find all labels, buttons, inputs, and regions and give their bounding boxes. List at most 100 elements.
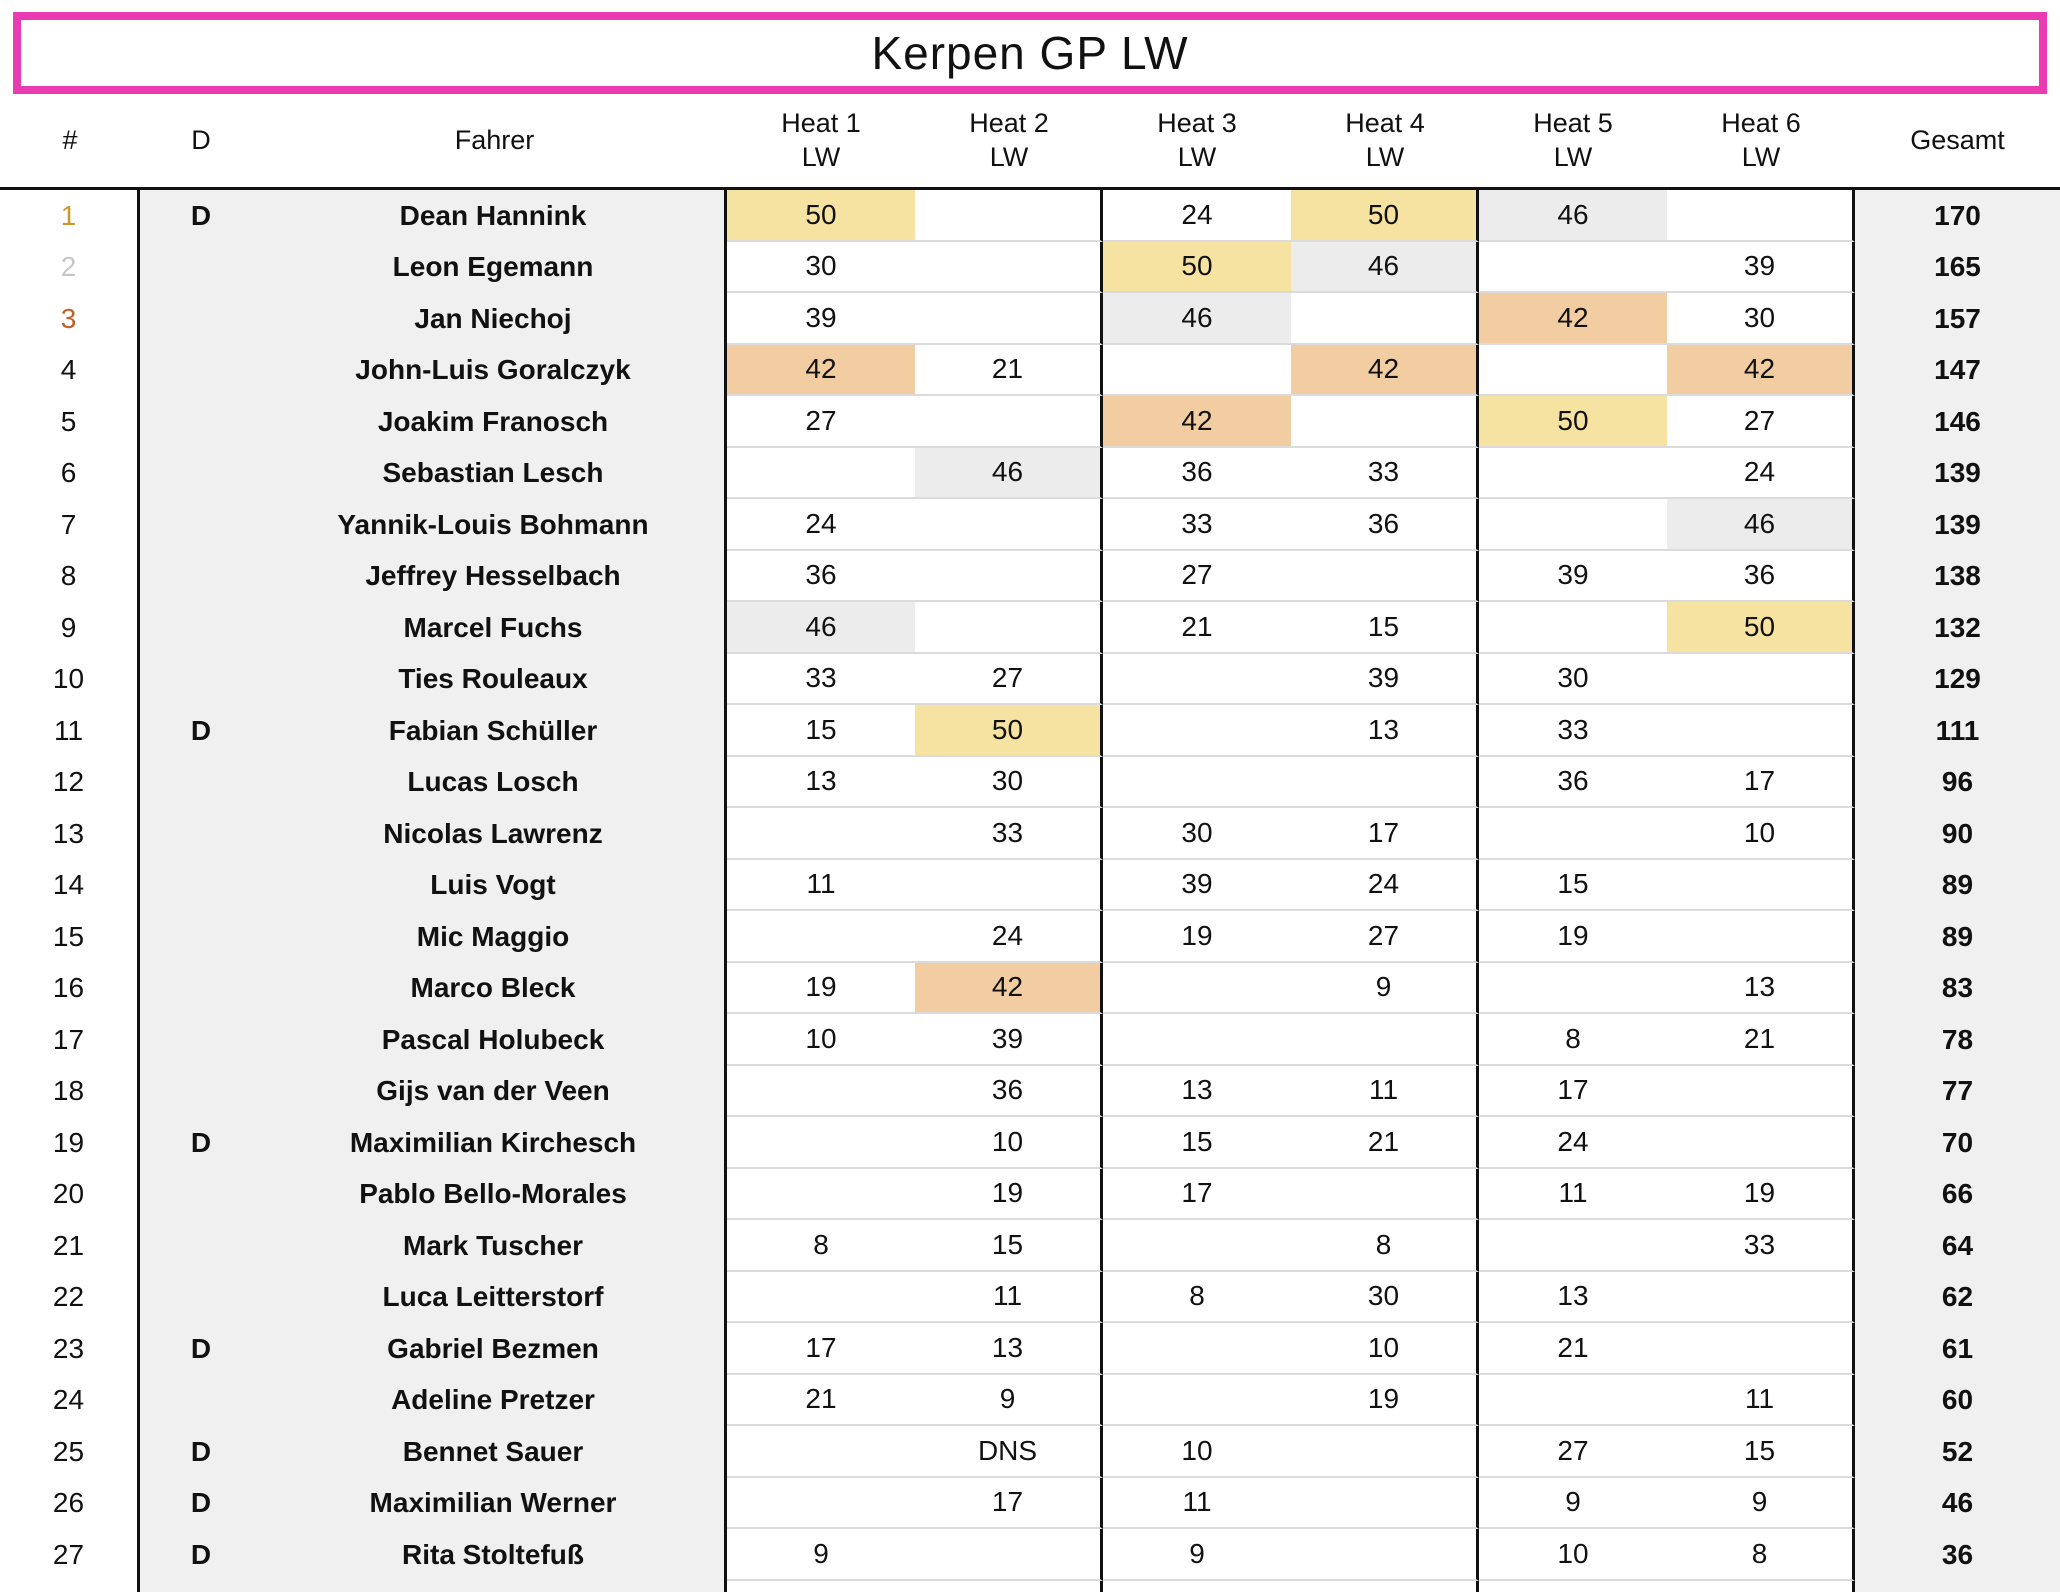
heat-6-cell [1667, 859, 1855, 911]
total-cell: 36 [1855, 1529, 2060, 1581]
heat-6-cell: 19 [1667, 1168, 1855, 1220]
heat-6-cell: 8 [1667, 1529, 1855, 1581]
heat-6-label: Heat 6 [1721, 107, 1801, 138]
heat-5-cell [1479, 602, 1667, 654]
heat-2-cell [915, 859, 1103, 911]
heat-4-cell: 39 [1291, 653, 1479, 705]
heat-6-cell: 46 [1667, 499, 1855, 551]
d-cell [140, 1374, 262, 1426]
driver-cell: Ties Rouleaux [262, 653, 727, 705]
table-row: 18 Gijs van der Veen 36 13 11 17 77 [0, 1065, 2060, 1117]
heat-1-cell: 15 [727, 705, 915, 757]
d-cell [140, 1271, 262, 1323]
heat-1-cell: 11 [727, 859, 915, 911]
heat-2-cell [915, 293, 1103, 345]
total-cell: 78 [1855, 1014, 2060, 1066]
heat-3-cell [1103, 344, 1291, 396]
d-cell [140, 859, 262, 911]
rank-cell: 19 [0, 1117, 140, 1169]
heat-5-cell [1479, 447, 1667, 499]
col-header-heat-2: Heat 2 LW [915, 94, 1103, 190]
col-header-heat-6: Heat 6 LW [1667, 94, 1855, 190]
driver-cell: Joakim Franosch [262, 396, 727, 448]
heat-2-cell: 42 [915, 962, 1103, 1014]
heat-1-cell: 33 [727, 653, 915, 705]
d-cell [140, 911, 262, 963]
driver-cell: Jan Niechoj [262, 293, 727, 345]
d-cell: D [140, 705, 262, 757]
heat-4-cell: 33 [1291, 447, 1479, 499]
d-cell: D [140, 1477, 262, 1529]
driver-cell: Dean Hannink [262, 190, 727, 242]
heat-2-cell: 17 [915, 1477, 1103, 1529]
heat-3-cell: 8 [1103, 1271, 1291, 1323]
heat-3-label: Heat 3 [1157, 107, 1237, 138]
heat-6-cell [1667, 911, 1855, 963]
rank-cell: 22 [0, 1271, 140, 1323]
heat-5-cell: 17 [1479, 1065, 1667, 1117]
heat-2-cell: 36 [915, 1065, 1103, 1117]
d-cell [140, 962, 262, 1014]
heat-1-cell [727, 808, 915, 860]
spacer-driver [262, 1580, 727, 1592]
driver-cell: John-Luis Goralczyk [262, 344, 727, 396]
heat-5-cell [1479, 1374, 1667, 1426]
heat-6-cell [1667, 1323, 1855, 1375]
heat-2-cell: 27 [915, 653, 1103, 705]
heat-3-cell: 21 [1103, 602, 1291, 654]
total-cell: 170 [1855, 190, 2060, 242]
heat-6-cell: 36 [1667, 550, 1855, 602]
driver-cell: Pascal Holubeck [262, 1014, 727, 1066]
heat-6-cell: 15 [1667, 1426, 1855, 1478]
heat-4-cell [1291, 396, 1479, 448]
heat-4-cell [1291, 1014, 1479, 1066]
header-row: # D Fahrer Heat 1 LW Heat 2 LW Heat 3 LW… [0, 94, 2060, 190]
table-row: 26 D Maximilian Werner 17 11 9 9 46 [0, 1477, 2060, 1529]
table-row: 23 D Gabriel Bezmen 17 13 10 21 61 [0, 1323, 2060, 1375]
driver-cell: Gijs van der Veen [262, 1065, 727, 1117]
heat-2-cell: 15 [915, 1220, 1103, 1272]
heat-6-cell: 13 [1667, 962, 1855, 1014]
driver-cell: Sebastian Lesch [262, 447, 727, 499]
rank-cell: 15 [0, 911, 140, 963]
heat-2-class: LW [989, 141, 1029, 172]
col-header-driver: Fahrer [262, 94, 727, 190]
heat-1-cell [727, 1065, 915, 1117]
heat-3-cell: 13 [1103, 1065, 1291, 1117]
total-cell: 77 [1855, 1065, 2060, 1117]
heat-1-cell [727, 1426, 915, 1478]
rank-cell: 7 [0, 499, 140, 551]
heat-1-cell: 42 [727, 344, 915, 396]
col-header-heat-1: Heat 1 LW [727, 94, 915, 190]
col-header-total: Gesamt [1855, 94, 2060, 190]
rank-cell: 8 [0, 550, 140, 602]
spacer-heat-4 [1291, 1580, 1479, 1592]
rank-cell: 1 [0, 190, 140, 242]
heat-3-cell [1103, 1220, 1291, 1272]
rank-cell: 21 [0, 1220, 140, 1272]
heat-2-cell [915, 499, 1103, 551]
heat-1-cell [727, 447, 915, 499]
d-cell [140, 1168, 262, 1220]
heat-1-label: Heat 1 [781, 107, 861, 138]
total-cell: 52 [1855, 1426, 2060, 1478]
table-row: 16 Marco Bleck 19 42 9 13 83 [0, 962, 2060, 1014]
d-cell [140, 396, 262, 448]
total-cell: 70 [1855, 1117, 2060, 1169]
heat-3-cell: 36 [1103, 447, 1291, 499]
heat-3-cell [1103, 1014, 1291, 1066]
table-row: 7 Yannik-Louis Bohmann 24 33 36 46 139 [0, 499, 2060, 551]
table-row: 19 D Maximilian Kirchesch 10 15 21 24 70 [0, 1117, 2060, 1169]
d-cell: D [140, 1117, 262, 1169]
heat-4-cell: 46 [1291, 241, 1479, 293]
heat-6-cell [1667, 1065, 1855, 1117]
total-cell: 90 [1855, 808, 2060, 860]
heat-1-class: LW [801, 141, 841, 172]
d-cell: D [140, 1323, 262, 1375]
driver-cell: Rita Stoltefuß [262, 1529, 727, 1581]
table-row: 21 Mark Tuscher 8 15 8 33 64 [0, 1220, 2060, 1272]
d-cell [140, 499, 262, 551]
driver-cell: Yannik-Louis Bohmann [262, 499, 727, 551]
heat-3-cell: 50 [1103, 241, 1291, 293]
heat-3-cell [1103, 756, 1291, 808]
